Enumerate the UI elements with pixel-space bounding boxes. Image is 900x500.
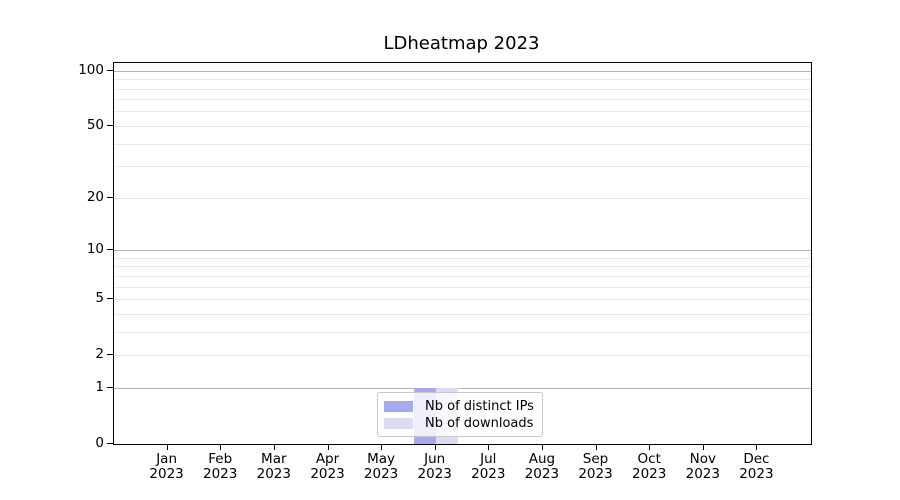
x-tick-label-month: Sep bbox=[582, 451, 609, 467]
y-gridline-minor bbox=[114, 355, 811, 357]
x-tick-label: Mar 2023 bbox=[244, 452, 304, 482]
y-tick bbox=[107, 124, 113, 126]
y-tick bbox=[107, 249, 113, 250]
x-tick bbox=[273, 444, 275, 450]
x-tick bbox=[649, 444, 651, 450]
chart-title: LDheatmap 2023 bbox=[383, 33, 540, 54]
x-tick-label-month: Apr bbox=[315, 451, 340, 467]
x-tick-label: Sep 2023 bbox=[566, 452, 626, 482]
x-tick-label-year: 2023 bbox=[203, 466, 238, 482]
y-tick bbox=[107, 443, 113, 444]
x-tick-label: Apr 2023 bbox=[298, 452, 358, 482]
x-tick bbox=[327, 444, 329, 450]
y-gridline-minor bbox=[114, 286, 811, 288]
x-tick-label: Jul 2023 bbox=[458, 452, 518, 482]
x-tick bbox=[434, 444, 436, 450]
x-tick-label-year: 2023 bbox=[471, 466, 506, 482]
x-tick bbox=[702, 444, 704, 450]
x-tick bbox=[488, 444, 490, 450]
x-tick-label: Oct 2023 bbox=[619, 452, 679, 482]
y-gridline-minor bbox=[114, 257, 811, 259]
x-tick-label: Feb 2023 bbox=[190, 452, 250, 482]
y-gridline-major bbox=[114, 250, 811, 251]
y-tick bbox=[107, 386, 113, 388]
x-tick-label-year: 2023 bbox=[578, 466, 613, 482]
y-tick bbox=[107, 69, 113, 71]
x-tick-label-year: 2023 bbox=[363, 466, 399, 482]
x-tick bbox=[220, 444, 222, 450]
y-gridline-minor bbox=[114, 125, 811, 127]
y-gridline-minor bbox=[114, 88, 811, 90]
x-tick bbox=[541, 444, 543, 450]
y-gridline-major bbox=[114, 387, 811, 389]
y-gridline-minor bbox=[114, 143, 811, 145]
x-tick-label-year: 2023 bbox=[739, 466, 774, 482]
y-tick bbox=[107, 298, 113, 299]
x-tick-label: Jun 2023 bbox=[405, 452, 465, 482]
y-tick-label: 0 bbox=[95, 435, 104, 451]
x-tick-label-month: Oct bbox=[637, 451, 661, 467]
legend-swatch-distinct-ips bbox=[384, 401, 413, 412]
x-tick bbox=[595, 444, 597, 450]
x-tick bbox=[166, 444, 168, 450]
x-tick-label: Jan 2023 bbox=[137, 452, 197, 482]
x-tick-label-month: Dec bbox=[743, 451, 770, 467]
y-gridline-minor bbox=[114, 266, 811, 268]
plot-area bbox=[113, 62, 812, 445]
x-tick-label-year: 2023 bbox=[524, 466, 560, 482]
x-tick-label-year: 2023 bbox=[310, 466, 345, 482]
y-gridline-minor bbox=[114, 79, 811, 81]
y-tick-label: 1 bbox=[95, 378, 104, 395]
legend-swatch-downloads bbox=[384, 418, 413, 429]
x-tick-label-month: Jun bbox=[424, 451, 446, 467]
y-tick bbox=[107, 354, 113, 356]
x-tick-label-year: 2023 bbox=[417, 466, 452, 482]
y-gridline-minor bbox=[114, 166, 811, 168]
x-tick bbox=[756, 444, 758, 450]
y-gridline-minor bbox=[114, 197, 811, 199]
y-gridline-minor bbox=[114, 275, 811, 277]
y-tick-label: 10 bbox=[86, 241, 104, 257]
x-tick-label: Nov 2023 bbox=[673, 452, 733, 482]
x-tick-label-year: 2023 bbox=[632, 466, 667, 482]
x-tick-label-year: 2023 bbox=[685, 466, 720, 482]
y-gridline-minor bbox=[114, 111, 811, 113]
y-tick-label: 50 bbox=[86, 116, 104, 133]
legend-row: Nb of downloads bbox=[384, 415, 534, 432]
y-tick-label: 100 bbox=[78, 61, 104, 78]
x-tick-label: Aug 2023 bbox=[512, 452, 572, 482]
x-tick-label-month: Mar bbox=[261, 451, 287, 467]
x-tick-label-month: Feb bbox=[208, 451, 233, 467]
legend-row: Nb of distinct IPs bbox=[384, 398, 534, 415]
y-tick bbox=[107, 196, 113, 198]
y-tick-label: 5 bbox=[95, 290, 104, 306]
y-gridline-minor bbox=[114, 313, 811, 315]
x-tick-label: May 2023 bbox=[351, 452, 411, 482]
x-tick bbox=[381, 444, 383, 450]
y-gridline-major bbox=[114, 70, 811, 72]
legend: Nb of distinct IPs Nb of downloads bbox=[377, 392, 543, 437]
x-tick-label-year: 2023 bbox=[149, 466, 184, 482]
x-tick-label-month: May bbox=[367, 451, 396, 467]
y-gridline-minor bbox=[114, 99, 811, 101]
legend-label-downloads: Nb of downloads bbox=[425, 416, 534, 431]
x-tick-label-year: 2023 bbox=[256, 466, 291, 482]
y-gridline-minor bbox=[114, 331, 811, 333]
x-tick-label-month: Jan bbox=[156, 451, 177, 467]
y-gridline-minor bbox=[114, 299, 811, 300]
x-tick-label-month: Aug bbox=[528, 451, 556, 467]
x-tick-label-month: Jul bbox=[480, 451, 497, 467]
y-tick-label: 2 bbox=[95, 346, 104, 363]
x-tick-label-month: Nov bbox=[689, 451, 716, 467]
legend-label-distinct-ips: Nb of distinct IPs bbox=[425, 399, 534, 414]
x-tick-label: Dec 2023 bbox=[726, 452, 786, 482]
y-tick-label: 20 bbox=[86, 188, 104, 205]
